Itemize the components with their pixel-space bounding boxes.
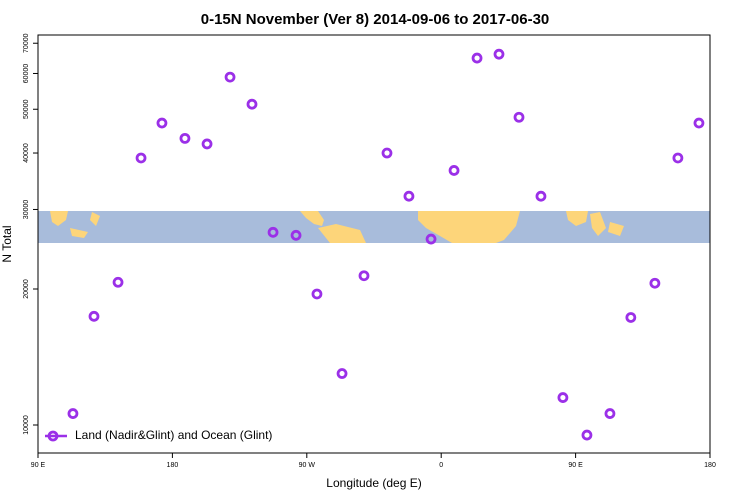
- point: [156, 117, 168, 129]
- point: [336, 368, 348, 379]
- point: [311, 288, 323, 300]
- legend-marker: [47, 430, 59, 442]
- x-tick-label: 90 E: [31, 462, 46, 469]
- x-tick-label: 180: [167, 462, 179, 469]
- point: [201, 138, 213, 150]
- point: [267, 226, 279, 238]
- y-tick-label: 70000: [23, 33, 30, 53]
- point: [112, 276, 124, 288]
- point: [425, 233, 437, 245]
- point: [557, 392, 569, 403]
- legend-label: Land (Nadir&Glint) and Ocean (Glint): [75, 428, 272, 442]
- point: [358, 270, 370, 282]
- y-tick-label: 40000: [23, 143, 30, 163]
- x-tick-label: 90 E: [568, 462, 583, 469]
- point: [381, 147, 393, 159]
- point: [604, 408, 616, 419]
- y-tick-label: 10000: [23, 415, 30, 435]
- point: [88, 310, 100, 322]
- point: [693, 117, 705, 129]
- x-tick-label: 180: [704, 462, 716, 469]
- point: [625, 312, 637, 323]
- point: [471, 52, 483, 64]
- chart-title: 0-15N November (Ver 8) 2014-09-06 to 201…: [201, 11, 550, 28]
- point: [224, 71, 236, 83]
- map-band: [38, 211, 710, 243]
- point: [179, 132, 191, 144]
- x-tick-label: 0: [439, 462, 443, 469]
- y-tick-label: 60000: [23, 64, 30, 84]
- point: [67, 408, 79, 419]
- point: [493, 48, 505, 60]
- point: [513, 111, 525, 123]
- point: [581, 429, 593, 441]
- point: [290, 229, 302, 241]
- point: [649, 277, 661, 289]
- point: [246, 98, 258, 110]
- y-tick-label: 50000: [23, 99, 30, 119]
- y-axis-label: N Total: [0, 225, 14, 262]
- point: [672, 152, 684, 164]
- x-tick-label: 90 W: [299, 462, 316, 469]
- plot-frame: [37, 34, 711, 454]
- y-tick-label: 30000: [23, 200, 30, 220]
- point: [448, 165, 460, 176]
- point: [135, 152, 147, 164]
- point: [403, 190, 415, 202]
- y-tick-label: 20000: [23, 279, 30, 299]
- x-axis-label: Longitude (deg E): [326, 476, 421, 490]
- point: [535, 190, 547, 202]
